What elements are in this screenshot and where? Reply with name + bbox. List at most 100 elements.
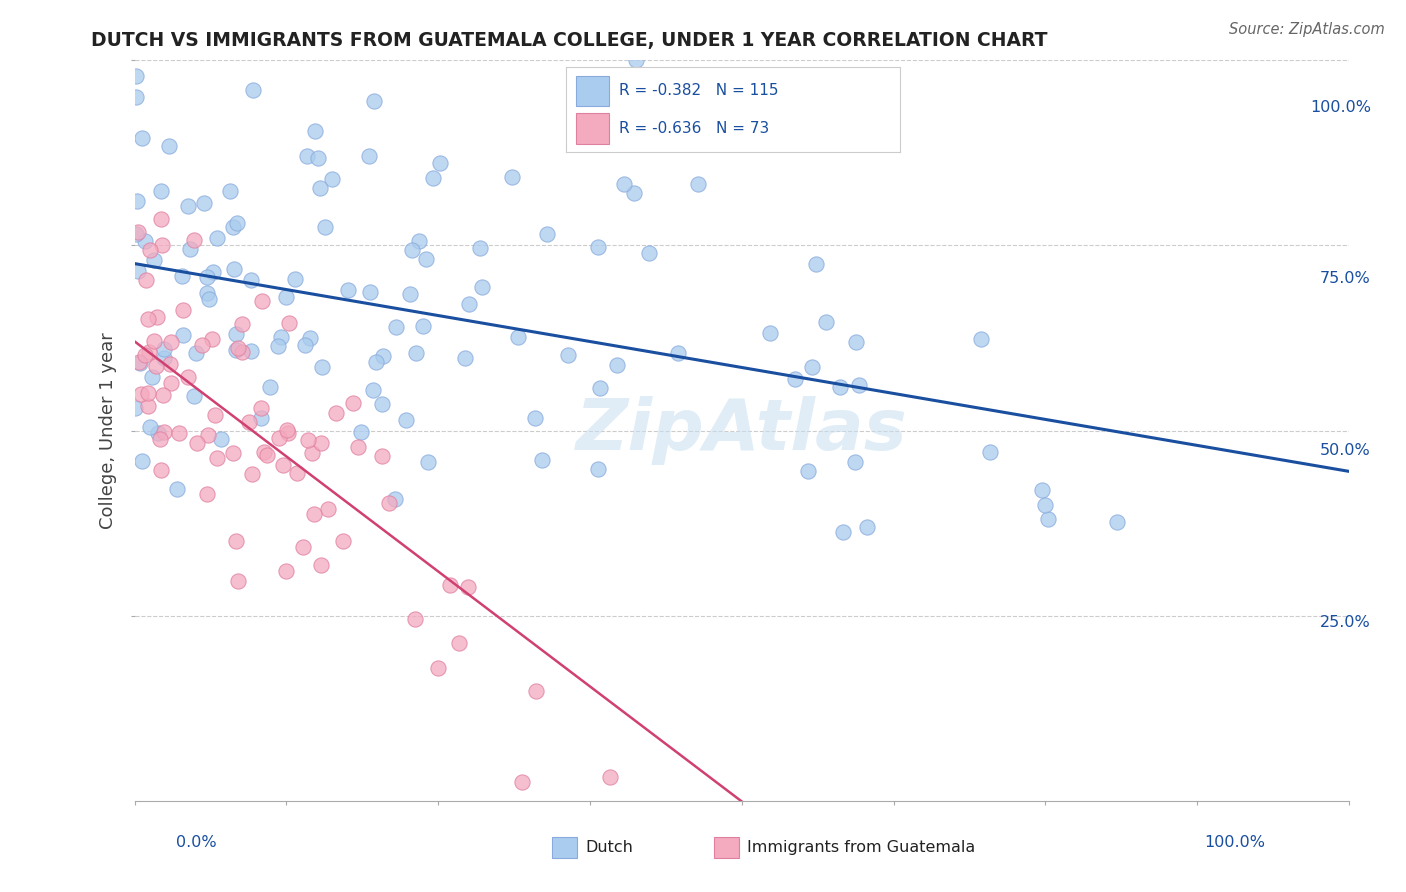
Point (274, 564, 297, 578)
Point (167, 425, 190, 440)
Point (359, 285, 381, 300)
Text: 50.0%: 50.0% (1320, 443, 1371, 458)
Point (637, 245, 659, 260)
Point (124, 69, 146, 83)
Point (145, 359, 167, 373)
Point (266, 339, 288, 353)
Point (226, 574, 249, 589)
Point (370, 449, 392, 463)
Point (184, 346, 207, 360)
Point (252, 294, 274, 309)
Point (586, 240, 609, 254)
Point (309, 435, 332, 450)
Point (152, 388, 174, 402)
Point (350, 425, 373, 439)
Point (129, 387, 152, 401)
Point (276, 290, 298, 304)
Point (523, 411, 546, 425)
Point (231, 345, 253, 359)
Point (416, 455, 439, 469)
Point (139, 419, 162, 434)
Point (239, 344, 262, 359)
Point (170, 269, 193, 284)
Text: 100.0%: 100.0% (1205, 836, 1265, 850)
Point (412, 318, 434, 333)
Point (366, 355, 388, 369)
Point (201, 265, 224, 279)
Point (309, 558, 332, 572)
Text: Dutch: Dutch (586, 840, 634, 855)
Point (1107, 515, 1129, 529)
Point (589, 381, 612, 395)
Point (183, 388, 205, 402)
Point (198, 292, 221, 306)
Point (427, 661, 450, 675)
Point (224, 262, 246, 277)
Point (688, 177, 710, 191)
Point (209, 433, 232, 447)
Point (385, 320, 408, 334)
Point (848, 378, 870, 392)
Point (142, 334, 165, 349)
Point (226, 215, 249, 229)
Point (278, 317, 301, 331)
Point (256, 448, 278, 462)
Point (797, 464, 820, 478)
Point (150, 237, 173, 252)
Point (308, 181, 330, 195)
Text: Immigrants from Guatemala: Immigrants from Guatemala (748, 840, 976, 855)
Point (177, 199, 200, 213)
Point (307, 152, 329, 166)
Point (149, 184, 172, 198)
Point (415, 252, 437, 267)
Point (160, 376, 183, 390)
Point (134, 348, 156, 362)
Text: 100.0%: 100.0% (1310, 100, 1371, 114)
Point (530, 453, 553, 467)
Point (183, 233, 205, 247)
Point (157, 139, 180, 153)
Point (125, 194, 148, 208)
Point (240, 273, 263, 287)
Point (316, 502, 339, 516)
Point (398, 286, 420, 301)
Point (172, 302, 194, 317)
Point (624, 53, 647, 67)
Point (124, 401, 146, 415)
Point (801, 360, 824, 375)
Point (321, 171, 343, 186)
Point (186, 436, 208, 450)
Point (454, 351, 477, 365)
Point (225, 343, 247, 357)
Point (160, 335, 183, 350)
Point (613, 177, 636, 191)
Point (759, 326, 782, 340)
Point (371, 397, 394, 411)
Point (599, 770, 621, 784)
Point (134, 234, 156, 248)
Point (146, 310, 169, 324)
Point (143, 252, 166, 267)
Point (276, 423, 298, 437)
Text: Source: ZipAtlas.com: Source: ZipAtlas.com (1229, 22, 1385, 37)
Point (204, 409, 226, 423)
Point (222, 219, 245, 234)
Point (297, 149, 319, 163)
Point (342, 395, 364, 409)
Point (225, 534, 247, 549)
Point (845, 334, 868, 349)
Point (844, 455, 866, 469)
Point (783, 372, 806, 386)
Point (150, 211, 173, 226)
Point (205, 451, 228, 466)
Point (856, 520, 879, 534)
Point (277, 426, 299, 441)
Point (231, 317, 253, 331)
Text: DUTCH VS IMMIGRANTS FROM GUATEMALA COLLEGE, UNDER 1 YEAR CORRELATION CHART: DUTCH VS IMMIGRANTS FROM GUATEMALA COLLE… (91, 31, 1047, 50)
Point (346, 440, 368, 454)
Point (337, 284, 360, 298)
Point (285, 467, 308, 481)
Point (138, 243, 160, 257)
Point (284, 272, 307, 286)
Text: 0.0%: 0.0% (176, 836, 217, 850)
